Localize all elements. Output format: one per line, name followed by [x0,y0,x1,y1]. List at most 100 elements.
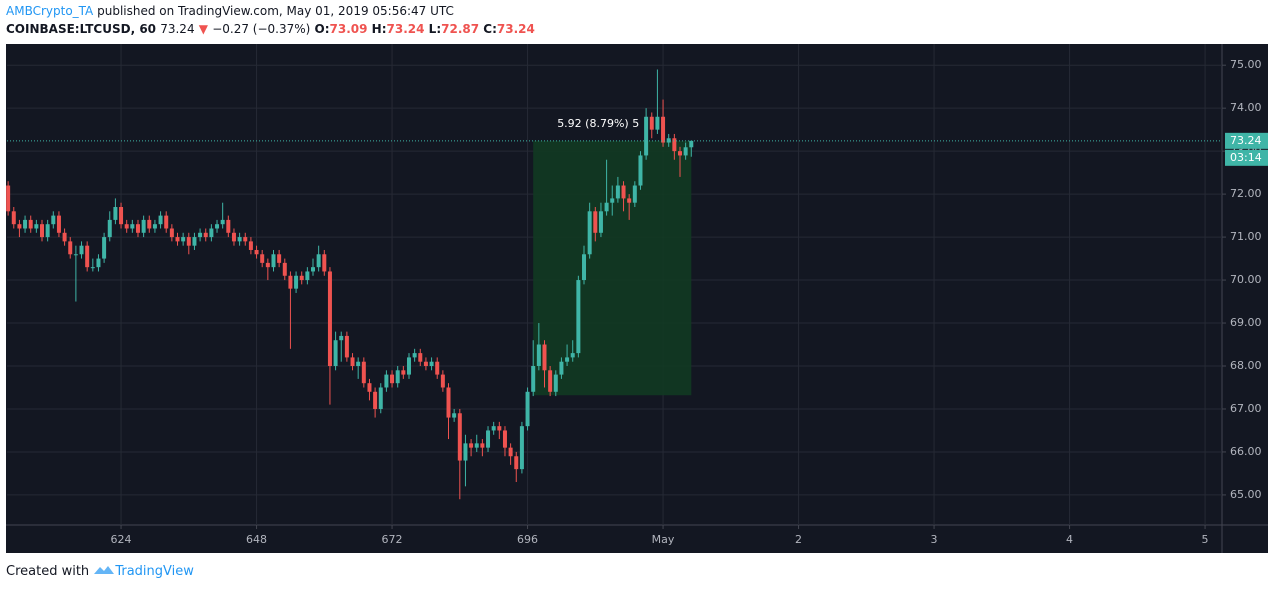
candle-body [570,353,575,358]
published: published on TradingView.com, May 01, 20… [97,4,454,18]
candle-body [615,185,620,199]
candle-body [158,215,163,225]
candle-body [237,237,242,242]
candle-body [96,258,101,268]
candle-body [271,254,276,268]
x-tick-label: 672 [382,533,403,546]
candle-body [130,224,135,229]
candle-body [85,245,90,268]
candle-body [339,335,344,341]
candle-body [23,219,28,229]
countdown-box [1225,149,1268,166]
candle-body [169,228,174,238]
logo [94,566,115,574]
candle-body [344,335,349,358]
candle-body [519,426,524,470]
h-label: H: [371,22,387,36]
x-tick-label: 696 [517,533,538,546]
y-tick-label: 66.00 [1230,445,1262,458]
candle-body [119,207,124,225]
candle-body [361,361,366,384]
candle-body [254,249,259,255]
candle-body [497,426,502,431]
low: 72.87 [441,22,480,36]
y-tick-label: 67.00 [1230,402,1262,415]
candle-body [474,443,479,448]
candle-body [632,185,637,203]
candle-body [480,443,485,448]
candle-body [661,116,666,143]
candle-body [548,370,553,392]
candle-body [164,215,169,229]
candle-body [502,430,507,448]
y-tick-label: 68.00 [1230,359,1262,372]
candle-body [181,237,186,242]
candle-body [248,241,253,250]
candle-body [90,267,95,269]
candle-body [282,262,287,276]
candle-body [401,370,406,375]
candle-body [265,262,270,268]
candle-body [582,254,587,281]
candle-body [486,430,491,448]
price: 73.24 [160,22,195,36]
y-tick-label: 74.00 [1230,101,1262,114]
candle-body [113,207,118,220]
candle-body [299,275,304,281]
candle-body [288,275,293,289]
candle-body [73,254,78,256]
open: 73.09 [329,22,368,36]
candle-body [51,215,56,225]
candle-body [514,456,519,470]
candle-body [598,211,603,233]
candle-body [536,344,541,367]
candle-body [333,340,338,367]
candle-body [356,361,361,367]
countdown-label: 03:14 [1230,151,1262,164]
candle-body [186,237,191,246]
candle-body [418,353,423,362]
candle-body [305,271,310,281]
author[interactable]: AMBCrypto_TA [6,4,94,18]
candle-body [68,241,73,255]
last-price-label: 73.24 [1230,134,1262,147]
candle-body [124,224,129,229]
measure-label: 5.92 (8.79%) 5 [557,117,639,130]
candle-body [610,198,615,203]
candle-body [378,387,383,409]
y-tick-label: 72.00 [1230,187,1262,200]
last-price-box [1225,132,1268,149]
candle-body [683,147,688,156]
candle-body [395,370,400,384]
candle-body [559,361,564,375]
brand[interactable]: TradingView [115,564,194,579]
close: 73.24 [496,22,535,36]
y-tick-label: 71.00 [1230,230,1262,243]
candle-body [604,202,609,212]
x-tick-label: 624 [111,533,132,546]
candle-body [17,224,22,229]
candle-body [34,224,39,229]
candle-body [627,198,632,203]
x-tick-label: 4 [1066,533,1073,546]
candle-body [350,357,355,367]
candle-body [593,211,598,233]
candle-body [311,267,316,272]
chart: 65.00 66.00 67.00 68.00 69.00 70.00 71.00 72.00… [6,44,1268,553]
candle-body [11,211,16,225]
candle-body [423,361,428,367]
candle-body [384,374,389,388]
candle-body [576,280,581,354]
candle-body [28,219,33,229]
candle-body [147,219,152,229]
candle-body [135,224,140,233]
candle-body [367,383,372,392]
x-tick-label: May [652,533,675,546]
symbol: COINBASE:LTCUSD, 60 [6,22,157,36]
candle-body [316,254,321,268]
candle-body [40,224,45,238]
candle-body [203,232,208,238]
candle-body [277,254,282,263]
candle-body [327,271,332,367]
